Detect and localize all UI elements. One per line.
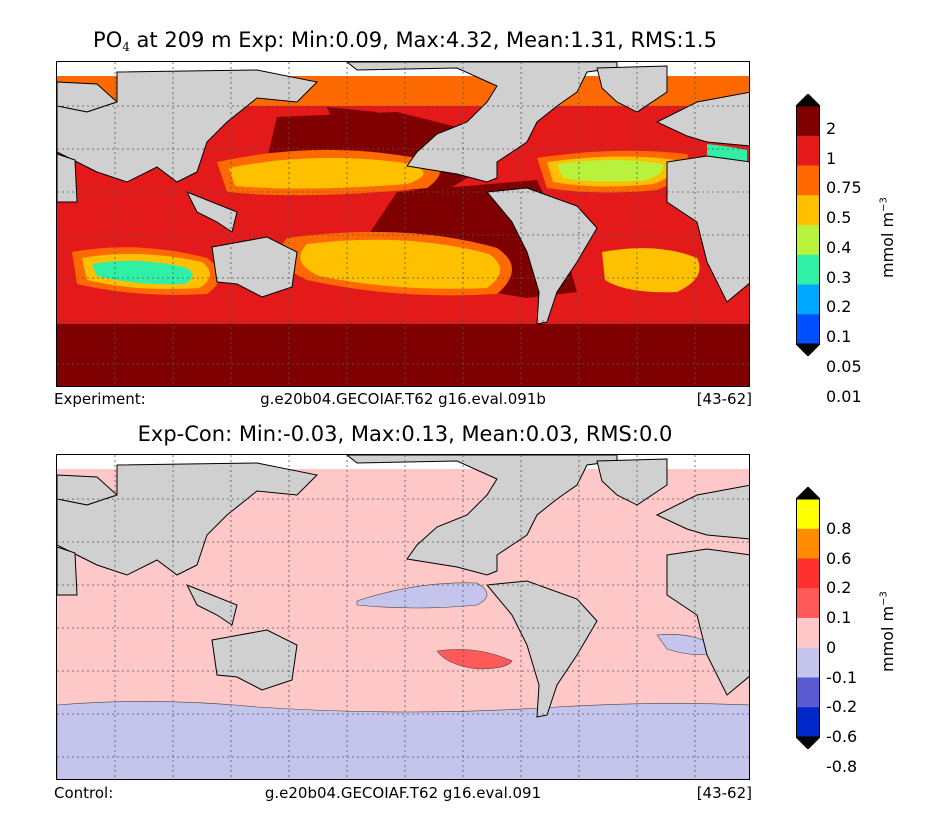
europe: [655, 91, 749, 147]
asia: [57, 462, 319, 576]
experiment-unit-label: mmol m−3: [878, 197, 897, 278]
sargasso-low-region: [557, 160, 664, 182]
south-atlantic-gyre: [602, 248, 700, 293]
title-species: PO: [93, 28, 123, 52]
colorbar-extend-bottom: [796, 736, 820, 749]
colorbar-swatch: [796, 135, 820, 166]
colorbar-tick-label: -0.6: [826, 727, 858, 746]
experiment-colorbar: [796, 94, 820, 356]
indian-low-region: [92, 260, 193, 285]
colorbar-swatch: [796, 106, 820, 137]
difference-unit-label: mmol m−3: [878, 591, 897, 672]
colorbar-tick-label: 0.5: [826, 208, 852, 228]
unit-text: mmol m: [878, 211, 897, 278]
equatorial-positive-patch: [436, 649, 513, 670]
footer-case-name: g.e20b04.GECOIAF.T62 g16.eval.091b: [260, 390, 546, 408]
colorbar-swatch: [796, 165, 820, 196]
australia: [211, 236, 298, 298]
colorbar-tick-label: 0.75: [826, 178, 862, 198]
footer-case-name: g.e20b04.GECOIAF.T62 g16.eval.091: [264, 784, 542, 802]
colorbar-swatch: [796, 707, 820, 738]
map-title-experiment: PO4 at 209 m Exp: Min:0.09, Max:4.32, Me…: [0, 28, 810, 54]
europe: [655, 484, 749, 540]
colorbar-tick-label: 0: [826, 637, 837, 657]
map-title-difference: Exp-Con: Min:-0.03, Max:0.13, Mean:0.03,…: [137, 422, 673, 446]
colorbar-tick-label: -0.8: [826, 756, 858, 776]
title-stats: at 209 m Exp: Min:0.09, Max:4.32, Mean:1…: [129, 28, 717, 52]
colorbar-tick-label: -0.1: [826, 667, 858, 687]
colorbar-tick-label: 0.05: [826, 356, 862, 376]
bering-high-region: [327, 107, 387, 140]
colorbar-swatch: [796, 677, 820, 708]
colorbar-graphic: [796, 487, 820, 749]
colorbar-swatch: [796, 528, 820, 559]
unit-text: mmol m: [878, 605, 897, 672]
colorbar-swatch: [796, 647, 820, 678]
colorbar-swatch: [796, 284, 820, 315]
colorbar-tick-label: 0.6: [826, 548, 852, 568]
colorbar-swatches: [796, 487, 820, 749]
africa: [666, 548, 749, 696]
difference-map: [56, 454, 750, 780]
unit-exponent: −3: [878, 197, 890, 212]
colorbar-frame: [796, 498, 820, 738]
colorbar-swatch: [796, 225, 820, 256]
colorbar-swatches: [796, 94, 820, 356]
colorbar-tick-label: 0.3: [826, 267, 852, 287]
footer-label: Experiment:: [54, 390, 146, 408]
colorbar-swatch: [796, 314, 820, 345]
graticule: [57, 62, 749, 386]
indonesia: [185, 191, 238, 233]
unit-exponent: −3: [878, 591, 890, 606]
north-pacific-negative-patch: [356, 582, 488, 609]
colorbar-frame: [796, 105, 820, 345]
graticule: [57, 455, 749, 779]
africa-west-edge: [57, 153, 78, 203]
colorbar-tick-label: -0.2: [826, 697, 858, 717]
footer-year-range: [43-62]: [696, 390, 752, 408]
colorbar-tick-label: 0.1: [826, 608, 852, 627]
colorbar-swatch: [796, 195, 820, 226]
north-pacific-gyre: [229, 157, 424, 189]
south-pacific-gyre: [300, 239, 501, 289]
australia: [211, 629, 298, 691]
colorbar-swatch: [796, 618, 820, 649]
south-america: [486, 187, 598, 325]
colorbar-tick-label: 0.2: [826, 297, 852, 317]
colorbar-tick-label: 1: [826, 148, 837, 168]
asia: [57, 69, 319, 183]
colorbar-swatch: [796, 558, 820, 589]
footer-year-range: [43-62]: [696, 784, 752, 802]
colorbar-tick-label: 0.01: [826, 386, 862, 406]
footer-label: Control:: [54, 784, 114, 802]
colorbar-swatch: [796, 588, 820, 619]
colorbar-swatch: [796, 254, 820, 285]
southern-negative-band: [57, 701, 749, 779]
continents: [57, 62, 749, 325]
colorbar-graphic: [796, 94, 820, 356]
south-america: [486, 580, 598, 718]
colorbar-extend-top: [796, 94, 820, 107]
africa-west-edge: [57, 546, 78, 596]
colorbar-tick-label: 2: [826, 118, 837, 138]
continents: [57, 455, 749, 718]
colorbar-extend-top: [796, 487, 820, 500]
colorbar-swatch: [796, 499, 820, 530]
difference-map-svg: [57, 455, 749, 779]
title-subscript: 4: [122, 40, 130, 54]
africa: [666, 155, 749, 303]
colorbar-tick-label: 0.4: [826, 237, 852, 257]
colorbar-extend-bottom: [796, 343, 820, 356]
colorbar-tick-label: 0.8: [826, 518, 852, 538]
difference-colorbar: [796, 487, 820, 749]
indonesia: [185, 584, 238, 626]
experiment-map: [56, 61, 750, 387]
colorbar-tick-label: 0.1: [826, 327, 852, 347]
experiment-map-svg: [57, 62, 749, 386]
colorbar-tick-label: 0.2: [826, 578, 852, 598]
